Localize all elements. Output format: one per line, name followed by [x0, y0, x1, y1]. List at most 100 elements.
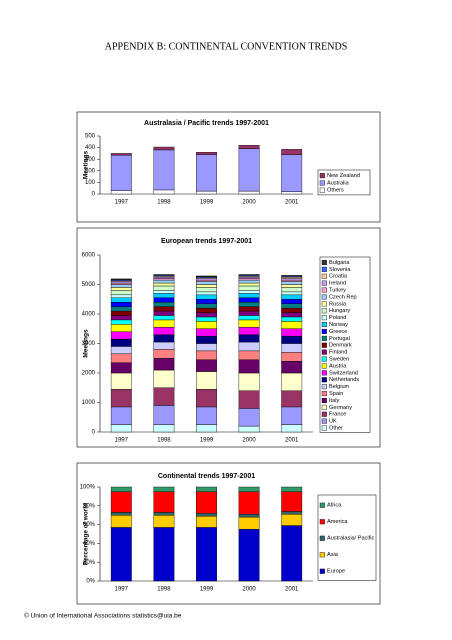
- bar-segment: [281, 299, 303, 304]
- bar-segment: [196, 278, 217, 281]
- legend-swatch: [321, 425, 327, 431]
- chart-frame: [76, 227, 381, 448]
- bar-segment: [238, 148, 260, 192]
- bar-segment: [196, 486, 217, 492]
- legend-swatch: [321, 404, 327, 410]
- legend-label: Czech Rep: [329, 294, 357, 300]
- bar-segment: [196, 190, 217, 195]
- bar-segment: [110, 278, 132, 280]
- bar-segment: [110, 154, 132, 191]
- bar-segment: [153, 512, 175, 516]
- bar-segment: [153, 349, 175, 359]
- bar-segment: [196, 491, 217, 514]
- bar-segment: [196, 291, 217, 296]
- y-tick-label: 6000: [82, 253, 96, 259]
- legend-label: Hungary: [329, 308, 350, 314]
- legend-label: Australia: [327, 180, 350, 186]
- bar-segment: [110, 424, 132, 433]
- bar-segment: [238, 408, 260, 427]
- x-tick-label: 1997: [115, 438, 129, 444]
- bar-segment: [238, 306, 260, 312]
- y-tick-label: 5000: [82, 282, 96, 288]
- legend-swatch: [321, 301, 327, 307]
- bar-segment: [281, 294, 303, 300]
- legend-label: New Zealand: [327, 173, 360, 179]
- y-tick-label: 300: [85, 157, 96, 163]
- bar-segment: [238, 319, 260, 328]
- bar-segment: [196, 328, 217, 337]
- legend-label: Greece: [329, 329, 347, 335]
- bar-segment: [238, 274, 260, 276]
- legend-swatch: [321, 280, 327, 286]
- bar-segment: [153, 276, 175, 279]
- bar-segment: [238, 285, 260, 291]
- bar-segment: [196, 299, 217, 304]
- legend-swatch: [319, 502, 325, 508]
- legend-label: Netherlands: [329, 377, 359, 383]
- legend-label: Sweden: [329, 357, 349, 363]
- legend-swatch: [321, 308, 327, 314]
- bar-segment: [281, 390, 303, 408]
- bar-segment: [153, 278, 175, 281]
- bar-segment: [196, 406, 217, 425]
- bar-segment: [238, 425, 260, 433]
- bar-segment: [281, 279, 303, 282]
- x-tick-label: 2001: [285, 438, 299, 444]
- legend-swatch: [321, 273, 327, 279]
- legend-label: Russia: [329, 301, 347, 307]
- chart-title: European trends 1997-2001: [161, 238, 252, 245]
- bar-segment: [281, 191, 303, 195]
- legend-label: Austria: [329, 363, 347, 369]
- bar-segment: [110, 284, 132, 288]
- legend-swatch: [321, 411, 327, 417]
- y-tick-label: 0%: [86, 579, 95, 585]
- bar-segment: [281, 491, 303, 512]
- bar-segment: [281, 291, 303, 296]
- y-tick-label: 0: [92, 430, 96, 436]
- legend-label: France: [329, 412, 346, 418]
- legend-swatch: [321, 259, 327, 265]
- bar-segment: [238, 491, 260, 515]
- bar-segment: [153, 424, 175, 433]
- bar-segment: [281, 278, 303, 281]
- bar-segment: [281, 361, 303, 374]
- bar-segment: [110, 290, 132, 296]
- bar-segment: [153, 306, 175, 312]
- bar-segment: [281, 372, 303, 391]
- bar-segment: [153, 369, 175, 388]
- y-tick-label: 40%: [83, 541, 96, 547]
- y-axis-label: Percentage of world: [83, 503, 90, 565]
- bar-segment: [110, 287, 132, 291]
- x-tick-label: 1998: [157, 587, 171, 593]
- legend-label: Italy: [329, 398, 339, 404]
- bar-segment: [281, 343, 303, 353]
- bar-segment: [196, 307, 217, 313]
- x-tick-label: 1998: [157, 200, 171, 206]
- x-tick-label: 1998: [157, 438, 171, 444]
- legend-swatch: [319, 535, 325, 541]
- bar-segment: [153, 146, 175, 151]
- legend-swatch: [321, 349, 327, 355]
- x-tick-label: 2001: [285, 587, 299, 593]
- bar-segment: [281, 149, 303, 155]
- y-tick-label: 1000: [82, 400, 96, 406]
- y-axis-label: Meetings: [83, 151, 90, 180]
- legend-swatch: [321, 356, 327, 362]
- bar-segment: [281, 281, 303, 285]
- y-tick-label: 200: [85, 168, 96, 174]
- bar-segment: [196, 343, 217, 352]
- bar-segment: [196, 359, 217, 372]
- bar-segment: [110, 331, 132, 340]
- bar-segment: [281, 525, 303, 582]
- bar-segment: [110, 319, 132, 325]
- bar-segment: [238, 327, 260, 335]
- bar-segment: [110, 315, 132, 321]
- bar-segment: [196, 154, 217, 192]
- bar-segment: [196, 316, 217, 322]
- bar-segment: [196, 424, 217, 433]
- legend-swatch: [321, 266, 327, 272]
- bar-segment: [238, 372, 260, 391]
- bar-segment: [110, 282, 132, 285]
